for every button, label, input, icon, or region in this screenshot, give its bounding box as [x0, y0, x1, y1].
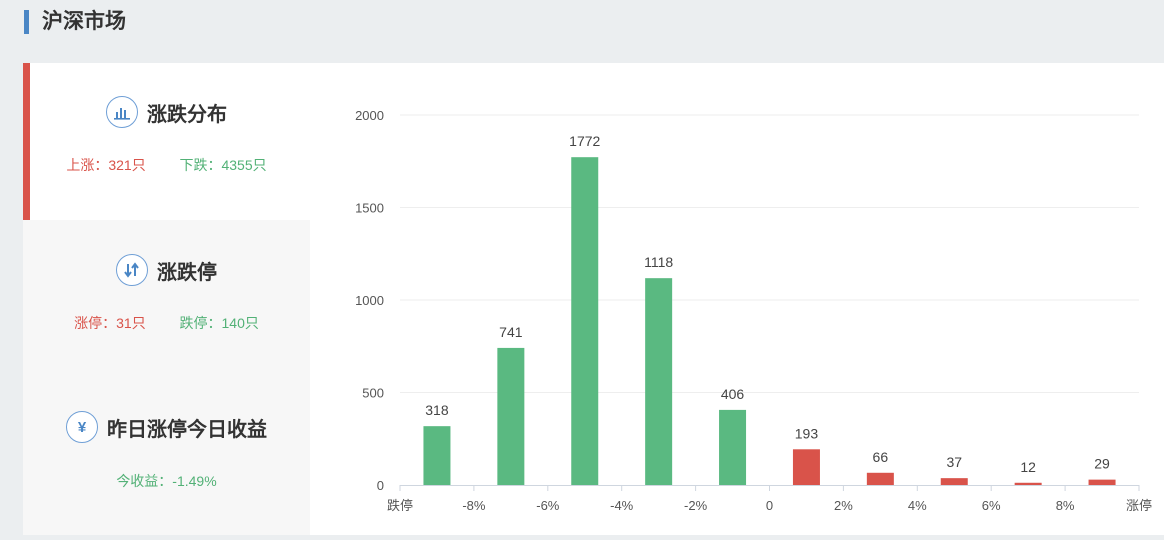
- bar: [866, 472, 894, 485]
- distribution-label: 涨跌分布: [147, 103, 227, 126]
- section-header: 沪深市场: [0, 0, 1164, 46]
- bar: [645, 278, 673, 485]
- distribution-chart: 0 500 1000 1500 2000 跌停 -8% -6% -4% -2% 0 2% 4% 6% 8% 涨…: [310, 63, 1164, 535]
- market-panel: 涨跌分布 上涨：321只 下跌：4355只 涨跌停 涨停：31只: [23, 63, 1164, 535]
- bar: [719, 409, 747, 485]
- bar: [940, 478, 968, 485]
- limit-up-count: 涨停：31只: [74, 315, 146, 331]
- y-tick-label: 0: [377, 478, 384, 493]
- limit-label: 涨跌停: [157, 261, 217, 284]
- x-tick-label: 涨停: [1126, 498, 1152, 513]
- x-tick-label: 6%: [982, 498, 1001, 513]
- bar-value-label: 741: [499, 324, 523, 340]
- x-tick-label: -8%: [462, 498, 486, 513]
- y-tick-label: 1500: [355, 201, 384, 216]
- stats-sidebar: 涨跌分布 上涨：321只 下跌：4355只 涨跌停 涨停：31只: [23, 63, 310, 535]
- bar-value-label: 406: [721, 386, 745, 402]
- tab-distribution[interactable]: 涨跌分布 上涨：321只 下跌：4355只: [23, 63, 310, 220]
- up-down-arrows-icon: [116, 254, 148, 286]
- bar-value-label: 1772: [569, 133, 600, 149]
- y-tick-label: 2000: [355, 108, 384, 123]
- yen-icon: ¥: [66, 411, 98, 443]
- limit-down-count: 跌停：140只: [179, 315, 259, 331]
- x-tick-label: 跌停: [387, 498, 413, 513]
- x-tick-label: -6%: [536, 498, 560, 513]
- bar-value-label: 29: [1094, 456, 1110, 472]
- up-count: 上涨：321只: [66, 157, 146, 173]
- bar: [497, 347, 525, 485]
- bar: [571, 157, 599, 485]
- x-tick-label: 8%: [1056, 498, 1075, 513]
- x-tick-label: -4%: [610, 498, 634, 513]
- x-tick-label: 0: [766, 498, 773, 513]
- tab-limit[interactable]: 涨跌停 涨停：31只 跌停：140只: [23, 220, 310, 377]
- tab-yesterday-limit-up[interactable]: ¥ 昨日涨停今日收益 今收益：-1.49%: [23, 377, 310, 535]
- bar-value-label: 318: [425, 402, 449, 418]
- section-title: 沪深市场: [42, 10, 126, 33]
- y-tick-label: 1000: [355, 293, 384, 308]
- section-accent-bar: [24, 10, 29, 34]
- yesterday-return: 今收益：-1.49%: [116, 473, 217, 489]
- yesterday-label: 昨日涨停今日收益: [107, 418, 267, 441]
- bar: [423, 426, 451, 485]
- bar-value-label: 193: [795, 425, 819, 441]
- x-tick-label: 2%: [834, 498, 853, 513]
- y-tick-label: 500: [362, 386, 384, 401]
- bar: [1088, 479, 1116, 485]
- x-tick-label: -2%: [684, 498, 708, 513]
- bar-value-label: 1118: [644, 254, 673, 270]
- bar: [792, 449, 820, 485]
- bar-value-label: 12: [1020, 459, 1036, 475]
- bar: [1014, 482, 1042, 485]
- down-count: 下跌：4355只: [179, 157, 267, 173]
- bar-value-label: 66: [873, 449, 889, 465]
- x-tick-label: 4%: [908, 498, 927, 513]
- bar-chart: 0 500 1000 1500 2000 跌停 -8% -6% -4% -2% 0 2% 4% 6% 8% 涨…: [355, 108, 1152, 513]
- bar-value-label: 37: [946, 454, 962, 470]
- bar-chart-icon: [106, 96, 138, 128]
